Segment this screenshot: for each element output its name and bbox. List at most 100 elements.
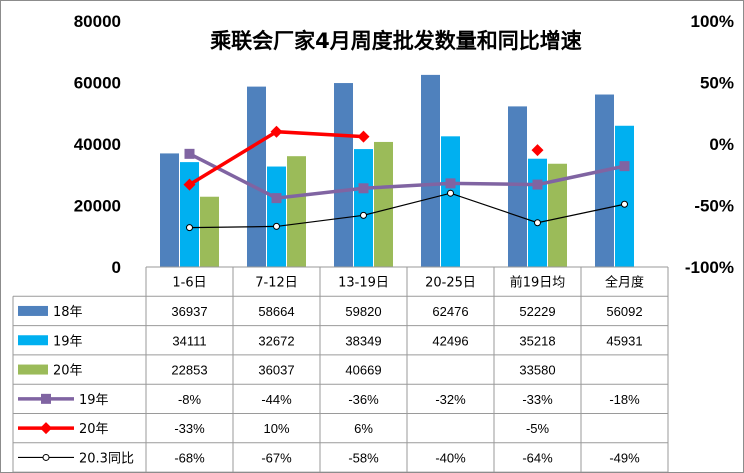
right-tick-label: 0% [709,135,734,154]
data-label: -36% [348,392,379,407]
chart-title: 乘联会厂家4月周度批发数量和同比增速 [209,29,582,53]
data-label: -32% [435,392,466,407]
bar [508,106,527,267]
line-marker [534,219,541,227]
data-label: 45931 [606,333,642,348]
bar [287,156,306,267]
data-label: 33580 [519,363,555,378]
line-marker [445,178,456,189]
data-label: -67% [261,450,292,465]
legend-marker [41,393,51,404]
line-marker [184,148,195,159]
legend-marker [42,453,50,461]
bar [421,74,440,268]
series-label: 18年 [53,305,83,320]
line-marker [360,211,367,219]
bar [595,94,614,268]
line-marker [273,222,280,230]
data-label: 6% [354,421,373,436]
legend-marker [40,422,52,435]
data-label: -68% [174,450,205,465]
line-marker [183,178,196,191]
bar [374,141,393,267]
bar [200,196,219,267]
left-tick-label: 80000 [74,12,121,31]
data-label: 32672 [258,333,294,348]
left-tick-label: 20000 [74,197,121,216]
data-label: 22853 [171,363,207,378]
data-label: 62476 [432,304,468,319]
data-label: 10% [263,421,289,436]
legend-key [18,364,48,375]
data-label: -8% [178,392,202,407]
line-marker [621,200,628,208]
category-label: 13-19日 [338,276,389,291]
right-axis-ticks: 100% 50% 0% -50% -100% [685,12,734,277]
right-tick-label: -50% [694,197,734,216]
series-line [188,152,625,200]
bar [441,136,460,267]
bar-marks [160,74,634,268]
data-label: -33% [174,421,205,436]
bar [615,125,634,267]
data-label: 52229 [519,304,555,319]
series-label: 19年 [79,393,109,408]
data-label: 58664 [258,304,294,319]
right-tick-label: 50% [700,74,734,93]
left-axis-ticks: 80000 60000 40000 20000 0 [74,12,121,277]
bar [180,162,199,267]
data-label: -58% [348,450,379,465]
line-marker [531,144,544,157]
right-tick-label: 100% [691,12,734,31]
series-label: 20年 [53,364,83,379]
legend-key [18,305,48,316]
bar [247,86,266,267]
series-label: 20.3同比 [79,451,134,466]
series-label: 20年 [79,422,109,437]
series-line [189,192,625,229]
bar [267,166,286,267]
line-marker [357,130,370,143]
line-marker [619,161,630,172]
data-label: 34111 [172,333,206,348]
left-tick-label: 0 [112,258,121,277]
series-label: 19年 [53,334,83,349]
bar [528,158,547,267]
data-label: -40% [435,450,466,465]
data-label: -64% [522,450,553,465]
category-label: 7-12日 [255,276,298,291]
data-label: 40669 [345,363,381,378]
category-label: 全月度 [605,275,644,291]
data-label: 42496 [432,333,468,348]
category-label: 1-6日 [172,276,206,291]
line-marker [532,179,543,190]
left-tick-label: 60000 [74,74,121,93]
category-label: 前19日均 [510,275,566,291]
left-tick-label: 40000 [74,135,121,154]
line-marker [358,183,369,194]
data-label: 56092 [606,304,642,319]
line-marker [271,193,282,204]
line-marker [447,189,454,197]
data-label: 35218 [519,333,555,348]
data-label: -49% [609,450,640,465]
data-label: -44% [261,392,292,407]
bar [548,163,567,267]
data-label: -33% [522,392,553,407]
bar [160,153,179,267]
bar [334,83,353,267]
data-label: 36037 [258,363,294,378]
data-label: 36937 [171,304,207,319]
line-marker [270,125,283,138]
data-label: -18% [609,392,640,407]
data-label: 38349 [345,333,381,348]
category-label: 20-25日 [425,276,476,291]
legend-key [18,335,48,346]
right-tick-label: -100% [685,258,734,277]
line-marks [183,125,630,232]
data-table: 1-6日 7-12日 13-19日 20-25日 前19日均 全月度 18年 36937 586… [12,266,669,472]
data-label: -5% [526,421,550,436]
line-marker [186,224,193,232]
